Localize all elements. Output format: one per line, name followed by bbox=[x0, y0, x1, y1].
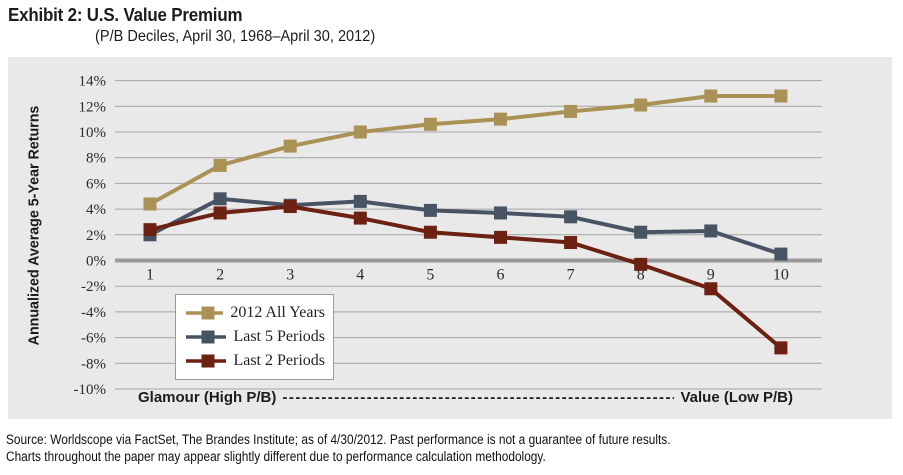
data-point-marker bbox=[353, 194, 367, 208]
data-point-marker bbox=[634, 98, 648, 112]
data-point-marker bbox=[634, 225, 648, 239]
source-note: Source: Worldscope via FactSet, The Bran… bbox=[6, 431, 671, 465]
x-tick-label: 5 bbox=[426, 267, 434, 284]
y-tick-label: 6% bbox=[86, 176, 106, 192]
data-point-marker bbox=[353, 125, 367, 139]
y-tick-label: 4% bbox=[86, 202, 106, 218]
data-point-marker bbox=[494, 230, 507, 244]
value-label: Value (Low P/B) bbox=[680, 389, 793, 406]
y-tick-label: -6% bbox=[81, 331, 106, 347]
x-tick-label: 1 bbox=[146, 267, 154, 284]
legend-item: Last 2 Periods bbox=[186, 352, 325, 370]
chart-panel: Annualized Average 5-Year Returns 14% 12%… bbox=[8, 57, 892, 419]
series-marker-icon bbox=[186, 354, 227, 368]
data-point-marker bbox=[423, 203, 437, 217]
data-point-marker bbox=[143, 223, 157, 237]
x-tick-label: 9 bbox=[707, 267, 715, 284]
legend-item: Last 5 Periods bbox=[186, 328, 325, 346]
legend-item: 2012 All Years bbox=[186, 304, 325, 322]
y-tick-label: -10% bbox=[74, 382, 107, 398]
x-tick-label: 10 bbox=[773, 267, 789, 284]
y-tick-label: -4% bbox=[81, 305, 106, 321]
data-point-marker bbox=[283, 139, 297, 153]
data-point-marker bbox=[213, 206, 227, 220]
source-line-2: Charts throughout the paper may appear s… bbox=[6, 449, 546, 464]
source-line-1: Source: Worldscope via FactSet, The Bran… bbox=[6, 432, 671, 447]
data-point-marker bbox=[213, 158, 227, 172]
data-point-marker bbox=[143, 197, 157, 211]
data-point-marker bbox=[213, 192, 227, 206]
data-point-marker bbox=[423, 117, 437, 131]
data-point-marker bbox=[494, 206, 507, 220]
data-point-marker bbox=[704, 224, 718, 238]
data-point-marker bbox=[634, 257, 648, 271]
series-marker-icon bbox=[186, 330, 227, 344]
data-point-marker bbox=[283, 200, 297, 214]
series-line bbox=[149, 94, 781, 206]
exhibit-subtitle: (P/B Deciles, April 30, 1968–April 30, 2… bbox=[95, 28, 376, 45]
x-tick-label: 4 bbox=[356, 267, 364, 284]
y-tick-label: 12% bbox=[79, 99, 107, 115]
y-tick-label: 8% bbox=[86, 151, 106, 167]
glamour-label: Glamour (High P/B) bbox=[138, 389, 277, 406]
series-line bbox=[149, 196, 782, 256]
y-tick-label: -8% bbox=[81, 356, 106, 372]
y-tick-label: 14% bbox=[79, 74, 107, 90]
data-point-marker bbox=[353, 211, 367, 225]
series-marker-icon bbox=[186, 306, 224, 320]
legend-square bbox=[201, 330, 215, 344]
x-tick-label: 8 bbox=[637, 267, 645, 284]
data-point-marker bbox=[704, 282, 718, 296]
exhibit-title: Exhibit 2: U.S. Value Premium bbox=[8, 5, 243, 25]
x-axis-annotation: Glamour (High P/B) ---------------------… bbox=[138, 389, 793, 406]
y-tick-label: 0% bbox=[86, 254, 106, 270]
data-point-marker bbox=[564, 236, 578, 250]
y-tick-label: 2% bbox=[86, 228, 106, 244]
legend-square bbox=[201, 354, 215, 368]
data-point-marker bbox=[423, 225, 437, 239]
data-point-marker bbox=[704, 89, 718, 103]
data-point-marker bbox=[564, 210, 578, 224]
data-point-marker bbox=[774, 247, 788, 261]
data-point-marker bbox=[774, 89, 788, 103]
legend-label: 2012 All Years bbox=[230, 304, 325, 321]
legend-label: Last 5 Periods bbox=[233, 328, 325, 345]
legend-square bbox=[201, 306, 215, 320]
data-point-marker bbox=[494, 112, 507, 126]
data-point-marker bbox=[564, 104, 578, 118]
x-tick-label: 3 bbox=[286, 267, 294, 284]
y-tick-label: 10% bbox=[79, 125, 107, 141]
y-tick-label: -2% bbox=[81, 279, 106, 295]
annotation-dashes: ----------------------------------------… bbox=[282, 389, 675, 406]
x-tick-label: 7 bbox=[567, 267, 575, 284]
x-tick-label: 2 bbox=[216, 267, 224, 284]
data-point-marker bbox=[774, 341, 788, 355]
legend-label: Last 2 Periods bbox=[233, 352, 325, 369]
chart-legend: 2012 All Years Last 5 Periods Last 2 Per… bbox=[175, 294, 334, 380]
series-line bbox=[149, 204, 783, 350]
x-tick-label: 6 bbox=[497, 267, 505, 284]
plot-area: 14% 12% 10% 8% 6% 4% 2% 0% -2% -4% -6% -8% -10% 1 2 3 4 5… bbox=[74, 74, 822, 398]
